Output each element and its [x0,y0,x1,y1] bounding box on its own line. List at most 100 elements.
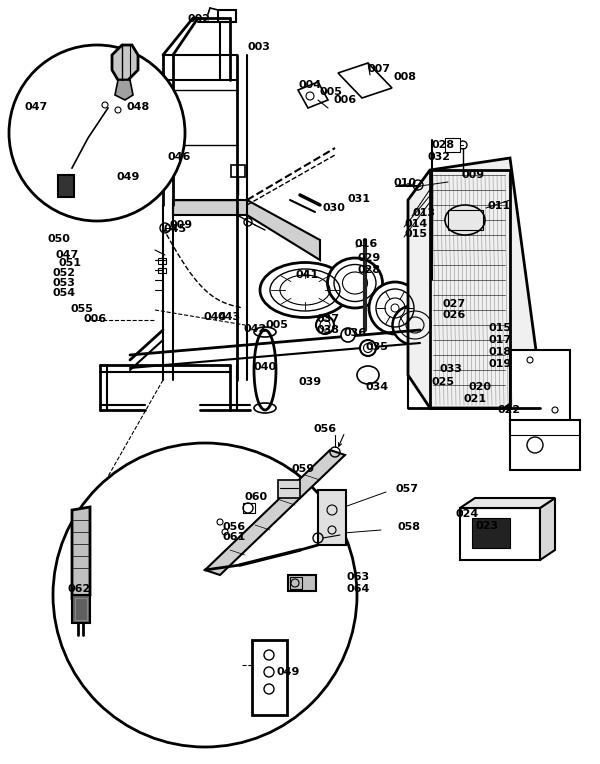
Text: 063: 063 [347,572,370,582]
Text: 022: 022 [498,405,521,415]
Text: 039: 039 [299,377,322,387]
Text: 015: 015 [405,229,428,239]
Polygon shape [298,82,328,108]
Text: 043: 043 [218,312,241,322]
Polygon shape [408,158,540,408]
Text: 056: 056 [223,522,246,532]
Text: 010: 010 [394,178,417,188]
Ellipse shape [254,330,276,410]
Text: 009: 009 [170,220,193,230]
Text: 020: 020 [469,382,492,392]
Bar [58,175,74,197]
Text: 064: 064 [347,584,370,594]
Text: 017: 017 [489,335,512,345]
Text: 002: 002 [188,14,211,24]
Polygon shape [540,498,555,560]
Text: 008: 008 [394,72,417,82]
Text: 049: 049 [116,172,139,182]
Text: 035: 035 [366,342,389,352]
Bar [472,518,510,548]
Text: 030: 030 [323,203,346,213]
Text: 044: 044 [203,312,226,322]
Text: 038: 038 [317,325,340,335]
Bar [430,170,510,408]
Text: 016: 016 [355,239,378,249]
Ellipse shape [260,263,350,318]
Ellipse shape [341,328,355,342]
Bar [510,420,580,470]
Bar [288,575,316,591]
Text: 062: 062 [67,584,90,594]
Text: 014: 014 [405,219,428,229]
Text: 041: 041 [296,270,319,280]
Bar [448,210,483,230]
Text: 054: 054 [52,288,75,298]
Text: 013: 013 [413,208,436,218]
Bar [510,350,570,430]
Ellipse shape [316,316,334,334]
Text: 004: 004 [299,80,322,90]
Text: 037: 037 [317,314,340,324]
Bar [231,165,245,177]
Bar [75,598,87,620]
Polygon shape [205,450,345,575]
Ellipse shape [392,305,437,345]
Bar [243,503,255,513]
Polygon shape [112,45,138,80]
Text: 056: 056 [314,424,337,434]
Text: 007: 007 [368,64,391,74]
Text: 048: 048 [126,102,149,112]
Text: 006: 006 [83,314,106,324]
Text: 025: 025 [432,377,455,387]
Polygon shape [445,138,460,152]
Text: 003: 003 [248,42,271,52]
Text: 036: 036 [344,328,367,338]
Text: 034: 034 [366,382,389,392]
Polygon shape [338,63,392,98]
Text: 060: 060 [245,492,268,502]
Text: 050: 050 [47,234,70,244]
Polygon shape [115,80,133,100]
Text: 055: 055 [70,304,93,314]
Text: 053: 053 [52,278,75,288]
Text: 023: 023 [476,521,499,531]
Text: 059: 059 [292,464,315,474]
Ellipse shape [328,258,383,308]
Bar [252,640,287,715]
Text: 026: 026 [443,310,466,320]
Circle shape [102,102,108,108]
Text: 011: 011 [488,201,511,211]
Circle shape [9,45,185,221]
Polygon shape [460,508,540,560]
Polygon shape [460,498,555,508]
Text: 046: 046 [167,152,190,162]
Bar [318,490,346,545]
Text: 029: 029 [358,253,381,263]
Bar [278,480,300,498]
Bar [218,10,236,22]
Text: 045: 045 [164,224,187,234]
Text: 040: 040 [254,362,277,372]
Text: 057: 057 [396,484,419,494]
Polygon shape [173,200,320,260]
Ellipse shape [360,340,376,356]
Text: 058: 058 [398,522,421,532]
Bar [72,595,90,623]
Text: 015: 015 [489,323,512,333]
Bar [290,577,302,589]
Circle shape [53,443,357,747]
Polygon shape [72,507,90,598]
Text: 061: 061 [223,532,246,542]
Text: 047: 047 [55,250,78,260]
Ellipse shape [445,205,485,235]
Text: 019: 019 [489,359,512,369]
Text: 006: 006 [334,95,357,105]
Text: 009: 009 [462,170,485,180]
Text: 032: 032 [428,152,451,162]
Text: 028: 028 [432,140,455,150]
Ellipse shape [357,366,379,384]
Text: 024: 024 [456,509,479,519]
Text: 042: 042 [244,324,267,334]
Text: 052: 052 [52,268,75,278]
Text: 049: 049 [277,667,301,677]
